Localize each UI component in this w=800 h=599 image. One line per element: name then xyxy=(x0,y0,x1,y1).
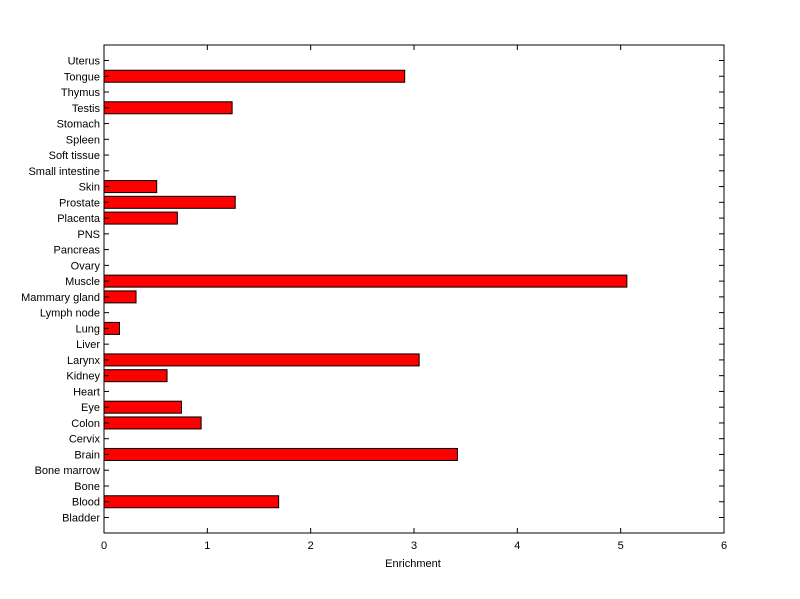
bar-kidney xyxy=(103,369,168,383)
x-tick-label-5: 5 xyxy=(618,540,624,552)
y-tick-label-small-intestine: Small intestine xyxy=(28,166,100,178)
bar-placenta xyxy=(103,211,178,225)
y-tick-label-thymus: Thymus xyxy=(61,87,101,99)
y-tick-label-soft-tissue: Soft tissue xyxy=(49,150,100,162)
bars-group xyxy=(103,69,628,509)
y-tick-label-bone: Bone xyxy=(74,481,100,493)
bar-testis xyxy=(103,101,233,115)
x-tick-label-2: 2 xyxy=(308,540,314,552)
y-tick-label-tongue: Tongue xyxy=(64,71,100,83)
x-tick-label-0: 0 xyxy=(101,540,107,552)
x-tick-label-3: 3 xyxy=(411,540,417,552)
y-tick-label-larynx: Larynx xyxy=(67,355,101,367)
y-tick-label-blood: Blood xyxy=(72,497,100,509)
y-tick-label-pancreas: Pancreas xyxy=(54,245,101,257)
y-tick-label-lymph-node: Lymph node xyxy=(40,308,100,320)
y-tick-label-brain: Brain xyxy=(74,449,100,461)
y-tick-label-uterus: Uterus xyxy=(68,56,101,68)
bar-colon xyxy=(103,416,202,430)
y-tick-label-kidney: Kidney xyxy=(66,371,100,383)
y-tick-label-bladder: Bladder xyxy=(62,513,100,525)
y-tick-label-ovary: Ovary xyxy=(71,260,101,272)
x-axis-title: Enrichment xyxy=(385,558,441,570)
x-axis-ticks: 0 1 2 3 4 5 6 xyxy=(101,45,727,552)
y-tick-label-pns: PNS xyxy=(77,229,100,241)
y-tick-label-mammary-gland: Mammary gland xyxy=(21,292,100,304)
y-tick-label-heart: Heart xyxy=(73,386,100,398)
y-tick-label-colon: Colon xyxy=(71,418,100,430)
bar-skin xyxy=(103,180,158,194)
y-tick-label-cervix: Cervix xyxy=(69,434,101,446)
y-tick-label-skin: Skin xyxy=(79,182,100,194)
y-tick-label-liver: Liver xyxy=(76,339,100,351)
bar-tongue xyxy=(103,69,406,83)
x-tick-label-1: 1 xyxy=(204,540,210,552)
y-tick-label-bone-marrow: Bone marrow xyxy=(35,465,100,477)
bar-muscle xyxy=(103,274,628,288)
bar-brain xyxy=(103,447,458,461)
y-tick-label-stomach: Stomach xyxy=(57,119,100,131)
y-tick-label-muscle: Muscle xyxy=(65,276,100,288)
y-axis-ticks: Bladder Blood Bone Bone marrow Brain Cervix Co… xyxy=(21,56,724,525)
y-tick-label-placenta: Placenta xyxy=(57,213,101,225)
y-tick-label-prostate: Prostate xyxy=(59,197,100,209)
bar-blood xyxy=(103,495,280,509)
x-tick-label-4: 4 xyxy=(514,540,520,552)
bar-eye xyxy=(103,400,182,414)
bar-larynx xyxy=(103,353,420,367)
y-tick-label-lung: Lung xyxy=(76,323,100,335)
bar-prostate xyxy=(103,195,236,209)
x-tick-label-6: 6 xyxy=(721,540,727,552)
y-tick-label-spleen: Spleen xyxy=(66,134,100,146)
y-tick-label-testis: Testis xyxy=(72,103,101,115)
y-tick-label-eye: Eye xyxy=(81,402,100,414)
